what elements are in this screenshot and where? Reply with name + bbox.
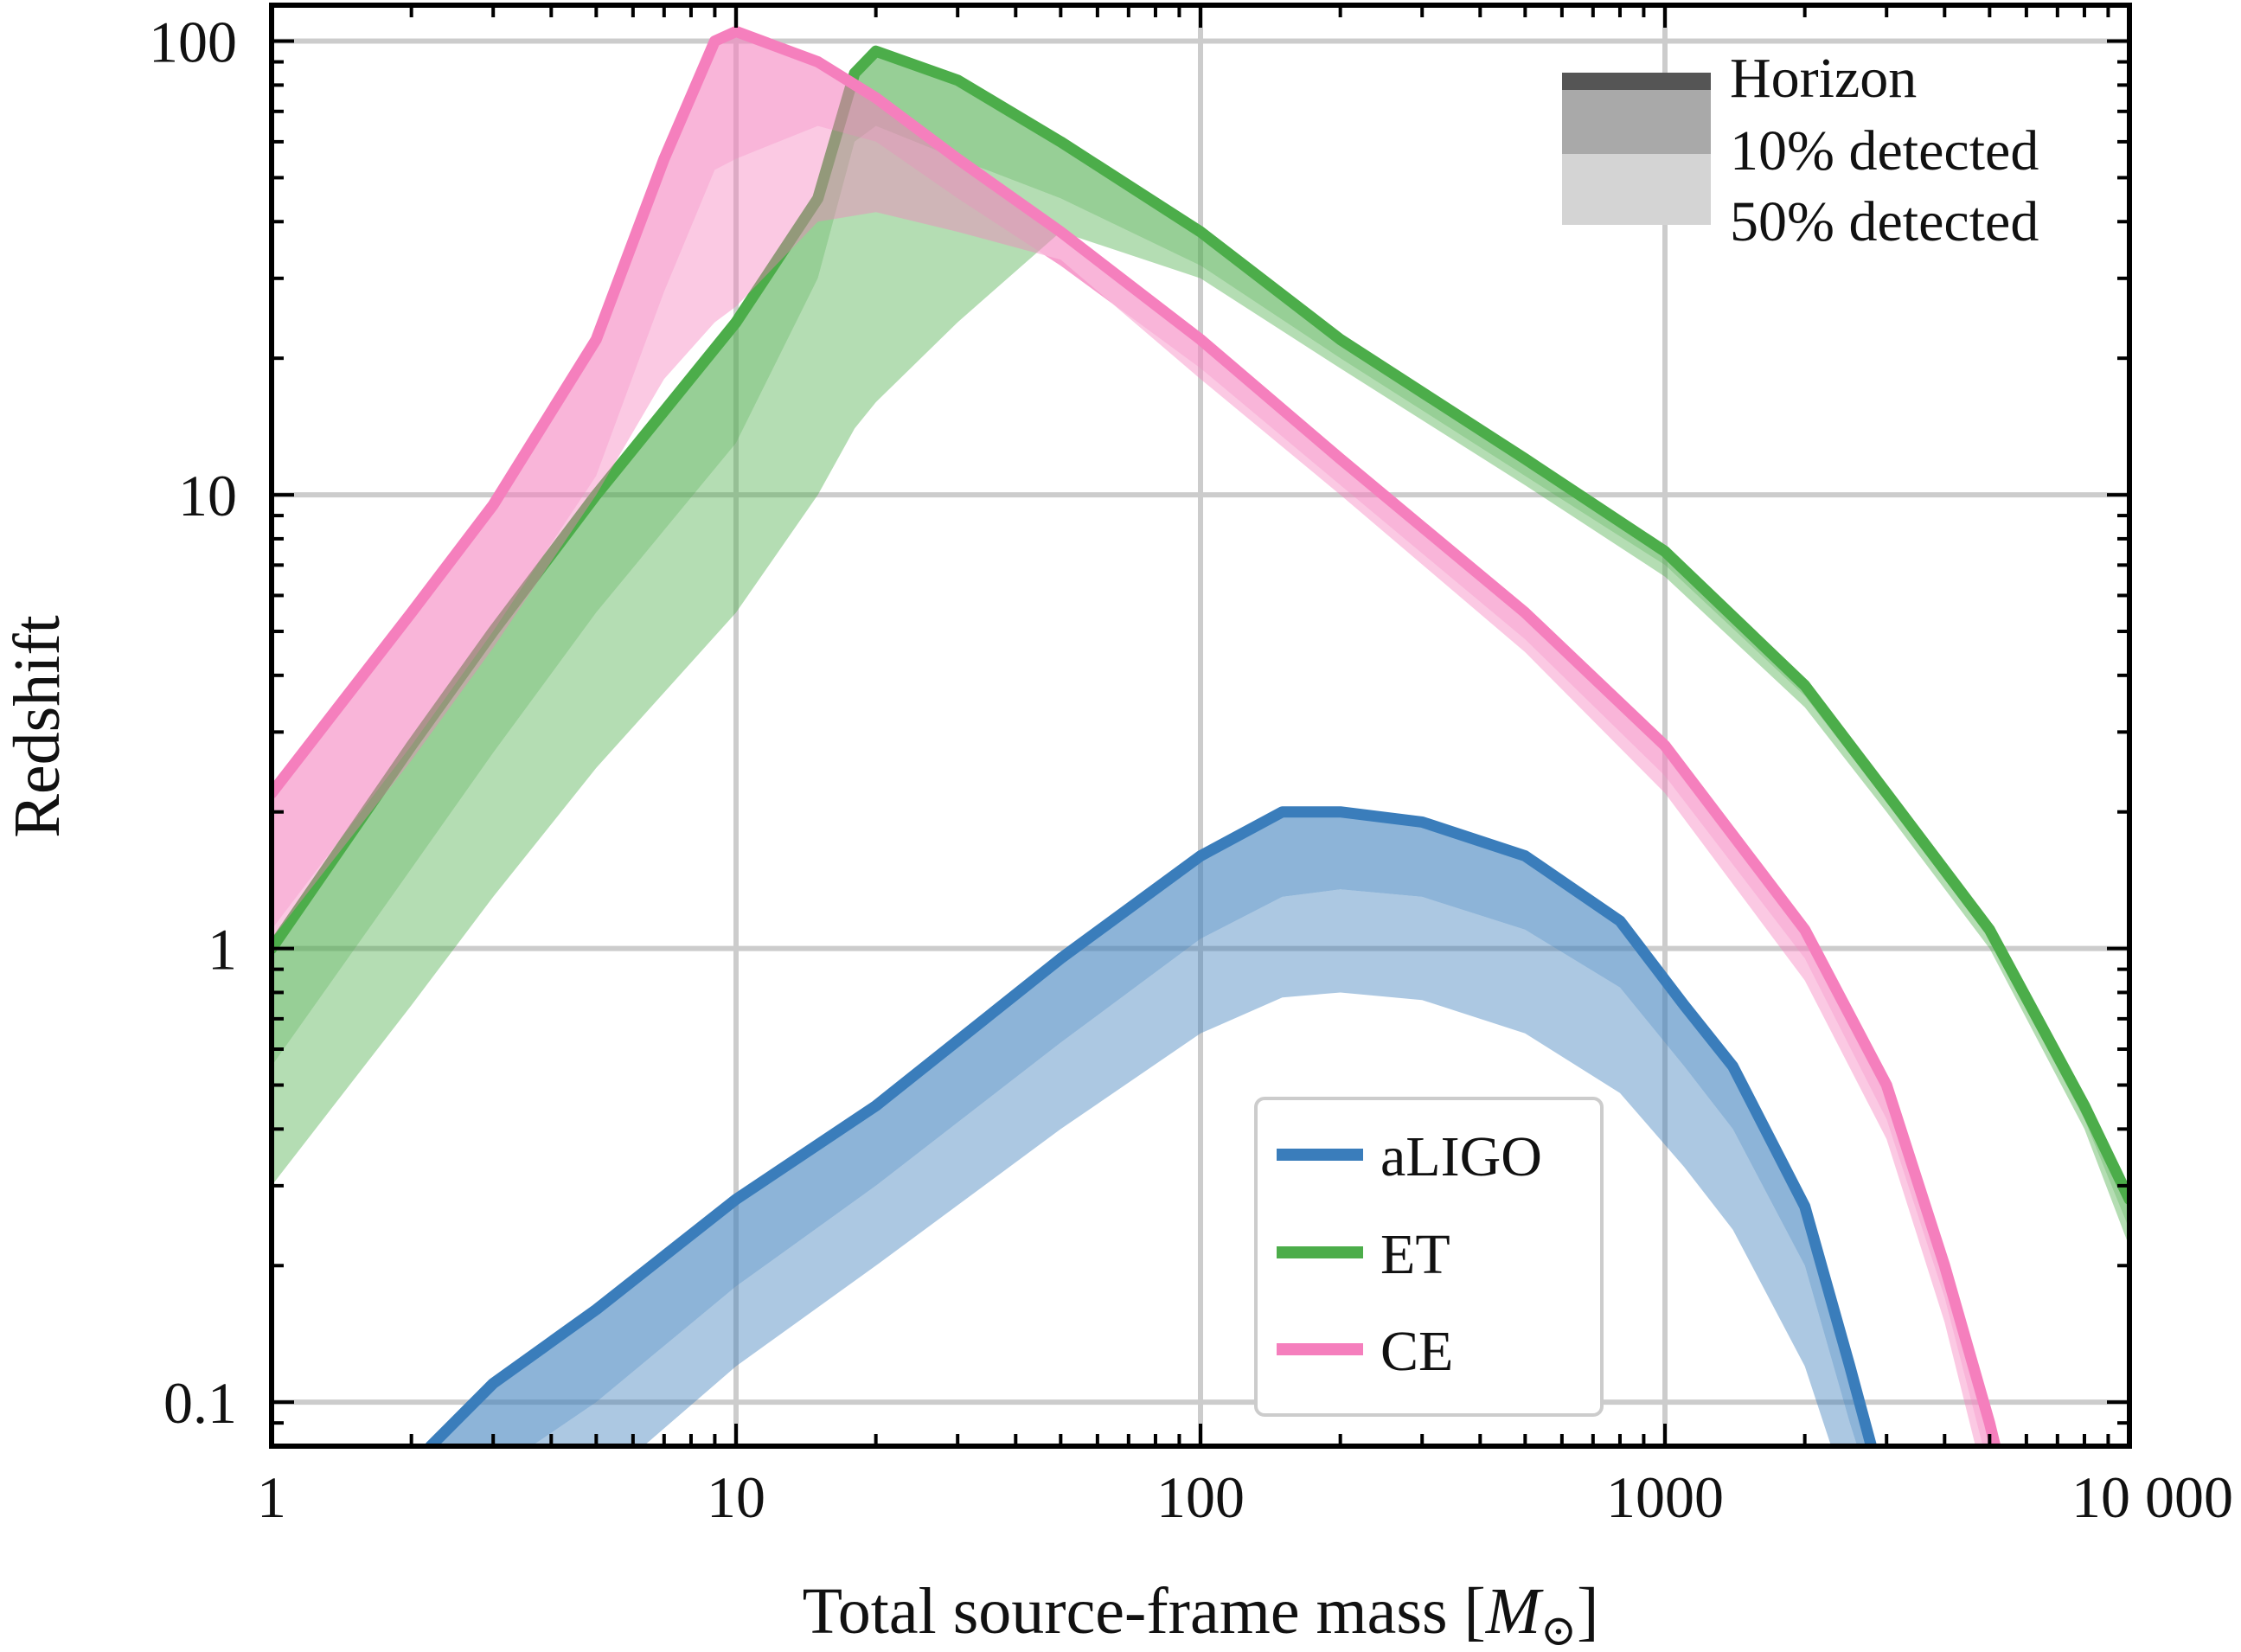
style-label-10-detected: 10% detected <box>1730 119 2039 182</box>
style-swatch-horizon <box>1562 73 1711 90</box>
series-ce <box>272 25 2001 1446</box>
x-tick-label: 100 <box>1156 1464 1245 1530</box>
band-10-detected-et <box>272 51 2129 1230</box>
style-label-horizon: Horizon <box>1730 47 1917 110</box>
x-tick-label: 10 000 <box>2071 1464 2233 1530</box>
legend-label-aligo: aLIGO <box>1380 1125 1542 1188</box>
legend-box <box>1254 1097 1604 1417</box>
x-tick-label: 10 <box>707 1464 765 1530</box>
band-50-detected-et <box>272 125 2129 1247</box>
style-label-50-detected: 50% detected <box>1730 190 2039 253</box>
style-legend: Horizon 10% detected 50% detected <box>1562 47 2039 253</box>
x-tick-labels: 1 10 100 1000 10 000 <box>257 1464 2233 1530</box>
legend-label-ce: CE <box>1380 1320 1453 1383</box>
band-50-detected-aligo <box>531 889 1858 1446</box>
y-tick-label: 100 <box>149 10 237 75</box>
y-tick-label: 10 <box>178 463 237 528</box>
y-axis-label: Redshift <box>1 615 74 838</box>
y-tick-labels: 0.1 1 10 100 <box>149 10 237 1437</box>
x-axis-label: Total source-frame mass [M⊙] <box>803 1575 1599 1652</box>
series-aligo <box>425 806 1878 1446</box>
legend-label-et: ET <box>1380 1223 1450 1286</box>
series-legend: aLIGO ET CE <box>1254 1097 1604 1417</box>
series-bands <box>272 25 2129 1446</box>
style-swatch-50-detected <box>1562 154 1711 225</box>
series-et <box>272 45 2129 1247</box>
plot-frame <box>269 3 2132 1449</box>
horizon-line-aligo <box>425 806 1878 1446</box>
style-swatch-10-detected <box>1562 90 1711 154</box>
horizon-line-ce <box>272 25 2001 1446</box>
y-tick-label: 1 <box>208 917 237 983</box>
y-tick-label: 0.1 <box>163 1370 237 1436</box>
x-tick-label: 1000 <box>1606 1464 1724 1530</box>
horizon-line-et <box>272 45 2129 1206</box>
x-tick-label: 1 <box>257 1464 286 1530</box>
band-10-detected-aligo <box>430 811 1872 1446</box>
